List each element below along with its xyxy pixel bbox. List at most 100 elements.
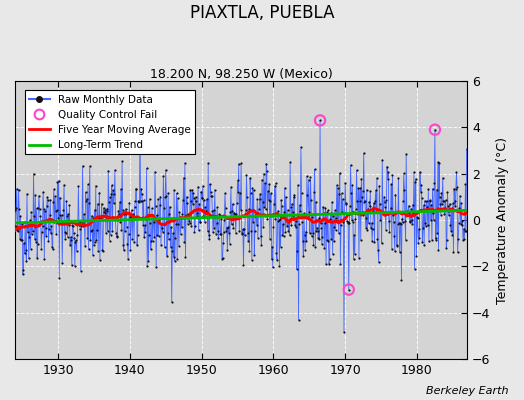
Point bbox=[45, 238, 53, 244]
Point bbox=[333, 218, 342, 224]
Point bbox=[300, 232, 309, 238]
Point bbox=[13, 227, 21, 233]
Point bbox=[396, 220, 405, 226]
Point bbox=[271, 216, 279, 222]
Point bbox=[215, 211, 223, 218]
Point bbox=[66, 202, 74, 209]
Point bbox=[372, 187, 380, 194]
Point bbox=[202, 214, 210, 220]
Point bbox=[75, 222, 83, 228]
Point bbox=[204, 160, 212, 166]
Point bbox=[329, 213, 337, 219]
Point bbox=[83, 196, 91, 202]
Point bbox=[424, 186, 432, 192]
Point bbox=[445, 208, 453, 214]
Point bbox=[129, 212, 138, 218]
Point bbox=[176, 209, 184, 215]
Point bbox=[41, 208, 49, 214]
Point bbox=[314, 235, 322, 241]
Point bbox=[364, 220, 373, 226]
Point bbox=[25, 234, 34, 240]
Point bbox=[315, 236, 324, 242]
Point bbox=[398, 215, 406, 222]
Point bbox=[30, 213, 38, 219]
Point bbox=[170, 187, 178, 193]
Point bbox=[186, 186, 194, 193]
Point bbox=[163, 230, 172, 236]
Point bbox=[34, 205, 42, 211]
Point bbox=[20, 240, 28, 246]
Point bbox=[286, 232, 294, 238]
Point bbox=[118, 158, 126, 164]
Point bbox=[59, 207, 68, 213]
Point bbox=[452, 185, 460, 192]
Point bbox=[185, 218, 193, 224]
Point bbox=[249, 186, 258, 193]
Point bbox=[287, 222, 296, 228]
Point bbox=[404, 208, 412, 215]
Point bbox=[363, 186, 371, 193]
Text: Berkeley Earth: Berkeley Earth bbox=[426, 386, 508, 396]
Point bbox=[72, 237, 80, 244]
Point bbox=[47, 230, 55, 236]
Point bbox=[193, 213, 201, 219]
Point bbox=[221, 204, 230, 211]
Point bbox=[394, 221, 402, 227]
Point bbox=[257, 242, 266, 248]
Point bbox=[67, 236, 75, 243]
Point bbox=[184, 221, 192, 227]
Point bbox=[36, 213, 45, 219]
Point bbox=[343, 218, 351, 224]
Point bbox=[63, 234, 72, 240]
Point bbox=[374, 247, 383, 253]
Point bbox=[151, 203, 160, 210]
Point bbox=[366, 188, 375, 194]
Point bbox=[299, 238, 307, 244]
Point bbox=[339, 219, 347, 225]
Point bbox=[18, 221, 26, 228]
Point bbox=[295, 220, 303, 227]
Point bbox=[410, 265, 419, 272]
Point bbox=[457, 222, 466, 228]
Point bbox=[84, 181, 92, 188]
Point bbox=[141, 228, 149, 235]
Point bbox=[86, 237, 94, 243]
Point bbox=[177, 231, 185, 238]
Point bbox=[42, 232, 50, 239]
Point bbox=[63, 213, 71, 219]
Point bbox=[102, 208, 111, 214]
Point bbox=[372, 209, 380, 215]
Point bbox=[85, 200, 93, 206]
Point bbox=[134, 232, 142, 238]
Point bbox=[260, 170, 268, 177]
Point bbox=[217, 216, 225, 222]
Point bbox=[335, 191, 343, 198]
Point bbox=[294, 182, 302, 188]
Point bbox=[157, 221, 166, 228]
Point bbox=[130, 239, 138, 245]
Point bbox=[415, 234, 423, 241]
Point bbox=[435, 194, 444, 200]
Point bbox=[169, 254, 178, 260]
Point bbox=[378, 156, 387, 163]
Point bbox=[283, 223, 291, 229]
Point bbox=[368, 226, 377, 232]
Point bbox=[380, 198, 389, 205]
Point bbox=[246, 175, 254, 181]
Point bbox=[242, 207, 250, 214]
Point bbox=[351, 215, 359, 222]
Point bbox=[16, 236, 24, 242]
Point bbox=[135, 198, 144, 205]
Point bbox=[309, 230, 317, 236]
Point bbox=[214, 235, 223, 241]
Point bbox=[303, 191, 312, 198]
Point bbox=[322, 260, 330, 267]
Point bbox=[389, 218, 398, 225]
Point bbox=[151, 169, 159, 175]
Point bbox=[284, 228, 292, 234]
Point bbox=[211, 214, 220, 220]
Point bbox=[363, 226, 372, 233]
Y-axis label: Temperature Anomaly (°C): Temperature Anomaly (°C) bbox=[496, 136, 509, 304]
Point bbox=[50, 186, 58, 192]
Point bbox=[446, 222, 455, 228]
